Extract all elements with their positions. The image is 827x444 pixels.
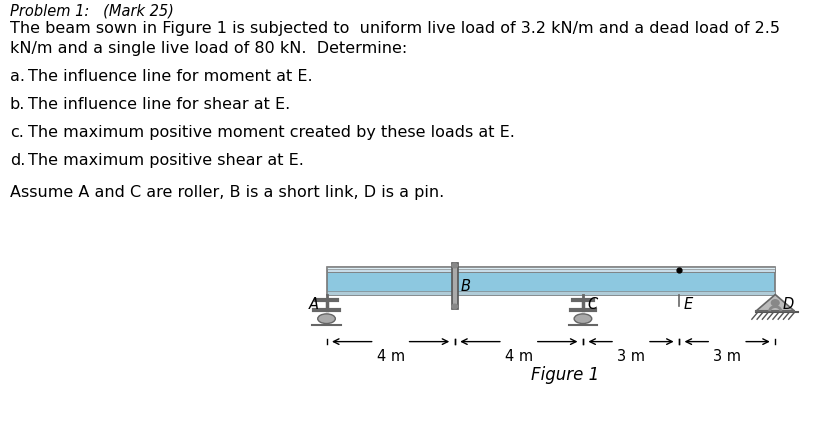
Text: The maximum positive moment created by these loads at E.: The maximum positive moment created by t… [28,125,514,140]
Text: D: D [782,297,792,312]
Text: 3 m: 3 m [712,349,740,364]
Text: c.: c. [10,125,24,140]
Bar [326,266,774,294]
Text: Problem 1:   (Mark 25): Problem 1: (Mark 25) [10,4,174,19]
Text: Figure 1: Figure 1 [530,366,599,384]
Text: E: E [683,297,692,312]
Ellipse shape [573,314,591,324]
Text: A: A [308,297,318,312]
Text: The influence line for moment at E.: The influence line for moment at E. [28,69,313,84]
Polygon shape [755,294,794,311]
Text: kN/m and a single live load of 80 kN.  Determine:: kN/m and a single live load of 80 kN. De… [10,41,407,56]
Bar [326,266,774,272]
Circle shape [452,263,457,268]
Text: b.: b. [10,97,26,112]
Text: Assume A and C are roller, B is a short link, D is a pin.: Assume A and C are roller, B is a short … [10,185,444,200]
Ellipse shape [318,314,335,324]
Text: C: C [587,297,597,312]
Text: 4 m: 4 m [376,349,404,364]
Text: d.: d. [10,153,26,168]
Text: 3 m: 3 m [616,349,644,364]
Text: 4 m: 4 m [504,349,533,364]
Bar [326,266,774,269]
Bar [326,291,774,294]
Circle shape [771,300,778,306]
Text: a.: a. [10,69,25,84]
Text: The beam sown in Figure 1 is subjected to  uniform live load of 3.2 kN/m and a d: The beam sown in Figure 1 is subjected t… [10,21,779,36]
Bar [452,263,457,309]
Circle shape [452,304,457,309]
Text: B: B [460,279,470,294]
Text: The maximum positive shear at E.: The maximum positive shear at E. [28,153,304,168]
Text: The influence line for shear at E.: The influence line for shear at E. [28,97,290,112]
